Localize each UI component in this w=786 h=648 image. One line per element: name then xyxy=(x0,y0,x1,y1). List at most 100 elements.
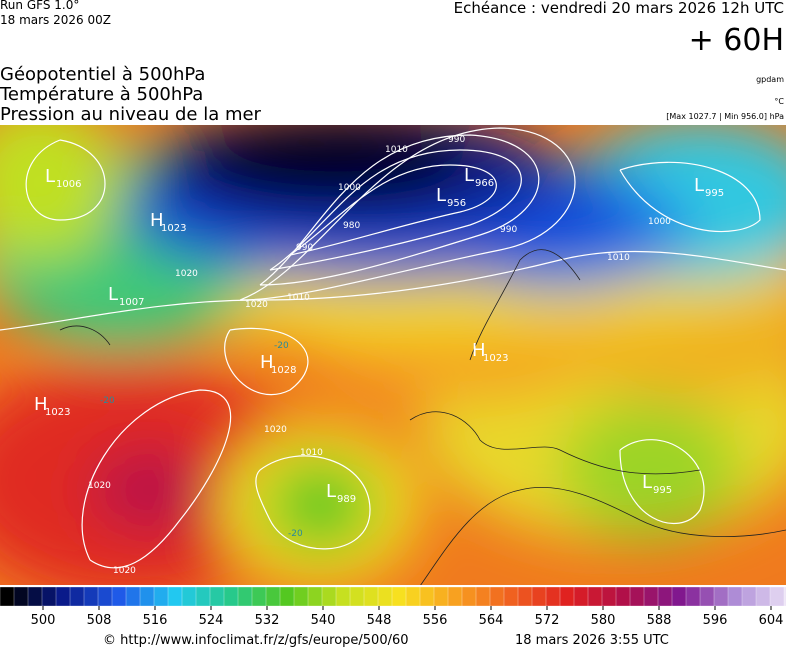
isobars xyxy=(0,127,786,569)
center-value: 1023 xyxy=(161,223,186,234)
footer-url: © http://www.infoclimat.fr/z/gfs/europe/… xyxy=(103,633,409,648)
colorbar-swatch xyxy=(55,586,71,607)
temperature-label: -20 xyxy=(274,341,289,351)
isobar-label: 990 xyxy=(296,243,313,253)
colorbar-tick-label: 596 xyxy=(703,613,728,628)
center-value: 1007 xyxy=(119,297,144,308)
colorbar-swatch xyxy=(167,586,183,607)
colorbar-swatch xyxy=(223,586,239,607)
center-type: L xyxy=(436,185,446,206)
colorbar-swatch xyxy=(643,586,659,607)
isobar-label: 1010 xyxy=(385,145,408,155)
colorbar-swatch xyxy=(293,586,309,607)
colorbar-swatch xyxy=(699,586,715,607)
run-date: 18 mars 2026 00Z xyxy=(0,13,111,27)
center-type: H xyxy=(34,394,48,415)
coastlines xyxy=(59,249,786,585)
center-type: H xyxy=(472,340,486,361)
isobar-label: 990 xyxy=(500,225,517,235)
isobar-label: 1020 xyxy=(113,566,136,576)
center-type: L xyxy=(45,166,55,187)
colorbar-swatch xyxy=(447,586,463,607)
center-value: 966 xyxy=(475,178,494,189)
colorbar-tick-label: 556 xyxy=(423,613,448,628)
colorbar-swatch xyxy=(517,586,533,607)
colorbar-swatch xyxy=(559,586,575,607)
center-value: 995 xyxy=(705,188,724,199)
colorbar-swatch xyxy=(741,586,757,607)
colorbar-tick-label: 540 xyxy=(311,613,336,628)
colorbar-swatch xyxy=(181,586,197,607)
colorbar-swatch xyxy=(755,586,771,607)
colorbar-swatch xyxy=(139,586,155,607)
field xyxy=(0,125,786,585)
isobar-label: 1020 xyxy=(264,425,287,435)
colorbar-swatch xyxy=(209,586,225,607)
isobar-label: 1010 xyxy=(607,253,630,263)
colorbar-swatch xyxy=(69,586,85,607)
isobar-label: 1010 xyxy=(287,293,310,303)
colorbar-swatch xyxy=(769,586,785,607)
colorbar-swatch xyxy=(363,586,379,607)
colorbar-tick-label: 580 xyxy=(591,613,616,628)
center-type: L xyxy=(464,165,474,186)
isobar-label: 990 xyxy=(448,135,465,145)
colorbar-swatch xyxy=(629,586,645,607)
colorbar-swatch xyxy=(153,586,169,607)
colorbar-tick-label: 572 xyxy=(535,613,560,628)
colorbar-swatch xyxy=(279,586,295,607)
colorbar-swatch xyxy=(503,586,519,607)
center-value: 1028 xyxy=(271,365,296,376)
colorbar-swatch xyxy=(265,586,281,607)
colorbar-swatch xyxy=(475,586,491,607)
footer-date: 18 mars 2026 3:55 UTC xyxy=(515,633,669,648)
colorbar-swatch xyxy=(13,586,29,607)
colorbar-swatch xyxy=(0,586,15,607)
colorbar-swatch xyxy=(307,586,323,607)
colorbar-swatch xyxy=(461,586,477,607)
colorbar-swatch xyxy=(489,586,505,607)
unit: gpdam xyxy=(756,75,784,84)
isobar-label: 1020 xyxy=(88,481,111,491)
colorbar-swatch xyxy=(391,586,407,607)
colorbar-tick-label: 516 xyxy=(143,613,168,628)
center-type: L xyxy=(642,472,652,493)
colorbar-tick-label: 508 xyxy=(87,613,112,628)
title: Géopotentiel à 500hPa xyxy=(0,64,205,85)
isobar-label: 1000 xyxy=(338,183,361,193)
center-value: 995 xyxy=(653,485,672,496)
center-type: H xyxy=(150,210,164,231)
center-value: 1006 xyxy=(56,179,81,190)
center-value: 1023 xyxy=(483,353,508,364)
center-type: H xyxy=(260,352,274,373)
colorbar-swatch xyxy=(335,586,351,607)
echeance: Echéance : vendredi 20 mars 2026 12h UTC xyxy=(454,0,784,17)
center-type: L xyxy=(694,175,704,196)
temperature-label: -20 xyxy=(100,396,115,406)
colorbar-swatch xyxy=(573,586,589,607)
title: Température à 500hPa xyxy=(0,84,203,105)
unit: °C xyxy=(774,97,784,106)
colorbar-swatch xyxy=(685,586,701,607)
colorbar-tick-label: 564 xyxy=(479,613,504,628)
colorbar-swatch xyxy=(83,586,99,607)
run-label: Run GFS 1.0° xyxy=(0,0,79,12)
colorbar-swatch xyxy=(601,586,617,607)
center-type: L xyxy=(108,284,118,305)
unit: [Max 1027.7 | Min 956.0] hPa xyxy=(666,112,784,121)
colorbar-swatch xyxy=(27,586,43,607)
colorbar-tick-label: 524 xyxy=(199,613,224,628)
colorbar-swatch xyxy=(251,586,267,607)
colorbar-swatch xyxy=(419,586,435,607)
colorbar-swatch xyxy=(405,586,421,607)
colorbar-swatch xyxy=(783,586,786,607)
colorbar-tick-label: 548 xyxy=(367,613,392,628)
isobar-label: 980 xyxy=(343,221,360,231)
colorbar-swatch xyxy=(587,586,603,607)
colorbar-tick-label: 500 xyxy=(31,613,56,628)
colorbar-swatch xyxy=(545,586,561,607)
center-value: 956 xyxy=(447,198,466,209)
colorbar-swatch xyxy=(237,586,253,607)
